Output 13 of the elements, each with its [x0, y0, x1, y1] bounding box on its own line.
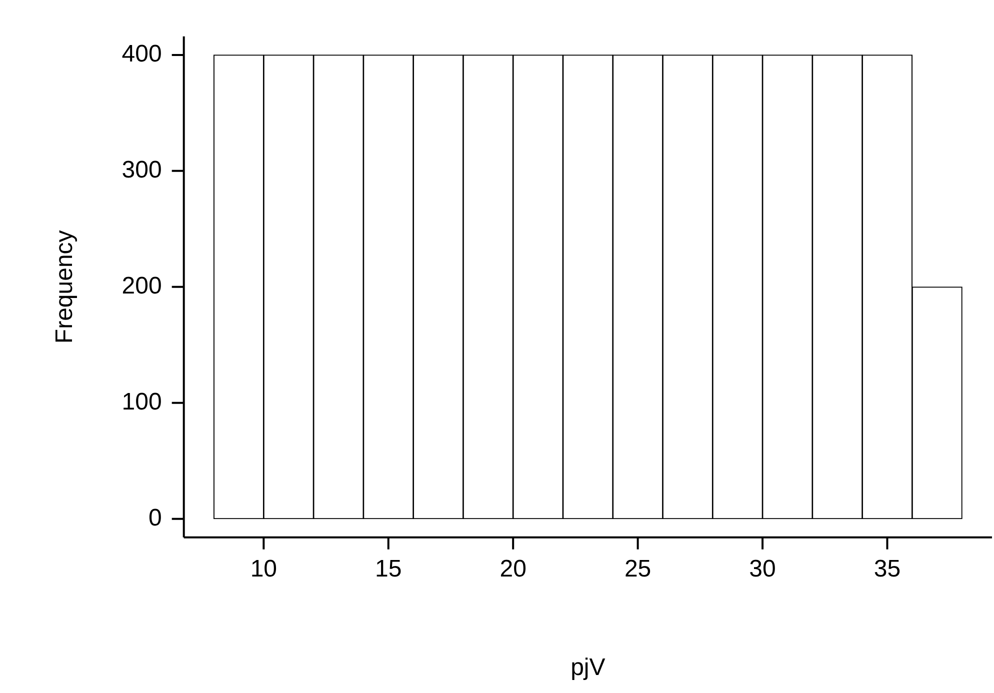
y-tick-label: 0 [148, 504, 162, 532]
x-tick-label: 15 [375, 555, 402, 582]
y-axis-title: Frequency [51, 230, 78, 344]
x-tick-label: 35 [874, 555, 901, 582]
x-tick-label: 25 [624, 555, 652, 582]
x-tick-label: 20 [500, 555, 526, 582]
y-tick-label: 100 [122, 388, 162, 416]
y-tick-label: 400 [122, 40, 162, 68]
y-tick-label: 300 [122, 156, 162, 184]
x-tick-label: 30 [749, 555, 776, 582]
x-tick-label: 10 [250, 555, 278, 582]
y-tick-label: 200 [122, 272, 162, 300]
x-axis-title: pjV [570, 654, 606, 682]
